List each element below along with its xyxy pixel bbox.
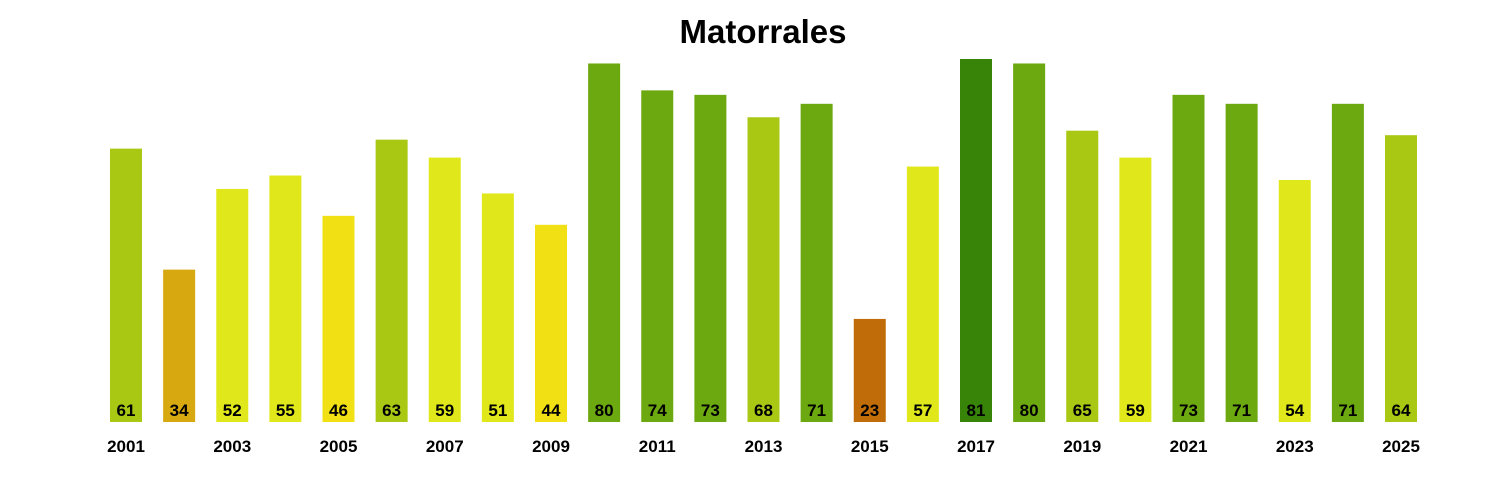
value-label-2004: 55 [276,401,295,420]
x-tick-label-2005: 2005 [320,437,358,456]
bar-2017 [960,59,992,422]
bar-2009 [535,225,567,422]
value-label-2019: 65 [1073,401,1092,420]
bar-2010 [588,63,620,422]
x-tick-label-2013: 2013 [745,437,783,456]
x-tick-label-2021: 2021 [1170,437,1208,456]
x-tick-label-2017: 2017 [957,437,995,456]
x-tick-label-2001: 2001 [107,437,145,456]
bar-2011 [641,90,673,422]
x-tick-label-2009: 2009 [532,437,570,456]
x-axis-tick-labels: 2001 2003 2005 2007 2009 2011 2013 2015 2017 2019… [107,437,1420,456]
value-label-2007: 59 [435,401,454,420]
bar-2014 [801,104,833,422]
x-tick-label-2007: 2007 [426,437,464,456]
value-label-2011: 74 [648,401,667,420]
bar-2007 [429,158,461,422]
bar-2004 [269,176,301,422]
value-label-2003: 52 [223,401,242,420]
x-tick-label-2025: 2025 [1382,437,1420,456]
value-label-2006: 63 [382,401,401,420]
value-label-2016: 57 [913,401,932,420]
x-tick-label-2023: 2023 [1276,437,1314,456]
value-label-2012: 73 [701,401,720,420]
bar-2016 [907,167,939,422]
x-tick-label-2019: 2019 [1063,437,1101,456]
bar-2001 [110,149,142,422]
value-label-2002: 34 [170,401,189,420]
bar-2013 [748,117,780,422]
bar-2003 [216,189,248,422]
x-tick-label-2003: 2003 [213,437,251,456]
value-label-2005: 46 [329,401,348,420]
bar-2008 [482,193,514,422]
value-label-2015: 23 [860,401,879,420]
value-labels-layer: 61 34 52 55 46 63 59 51 44 80 74 73 68 71 23 57 81 80 65 59… [117,401,1411,420]
value-label-2008: 51 [488,401,507,420]
value-label-2014: 71 [807,401,826,420]
value-label-2017: 81 [967,401,986,420]
value-label-2001: 61 [117,401,136,420]
x-tick-label-2015: 2015 [851,437,889,456]
value-label-2010: 80 [595,401,614,420]
value-label-2023: 54 [1285,401,1304,420]
bar-2002 [163,270,195,422]
bar-2018 [1013,63,1045,422]
bar-2023 [1279,180,1311,422]
bars-layer [110,59,1417,422]
chart-title: Matorrales [680,13,847,50]
value-label-2022: 71 [1232,401,1251,420]
bar-2022 [1226,104,1258,422]
bar-2025 [1385,135,1417,422]
value-label-2021: 73 [1179,401,1198,420]
bar-2006 [376,140,408,422]
bar-2012 [694,95,726,422]
value-label-2013: 68 [754,401,773,420]
bar-2024 [1332,104,1364,422]
bar-2005 [323,216,355,422]
bar-2020 [1119,158,1151,422]
value-label-2009: 44 [542,401,561,420]
value-label-2024: 71 [1338,401,1357,420]
bar-2019 [1066,131,1098,422]
bar-2021 [1173,95,1205,422]
value-label-2025: 64 [1392,401,1411,420]
value-label-2018: 80 [1020,401,1039,420]
value-label-2020: 59 [1126,401,1145,420]
x-tick-label-2011: 2011 [639,437,676,456]
